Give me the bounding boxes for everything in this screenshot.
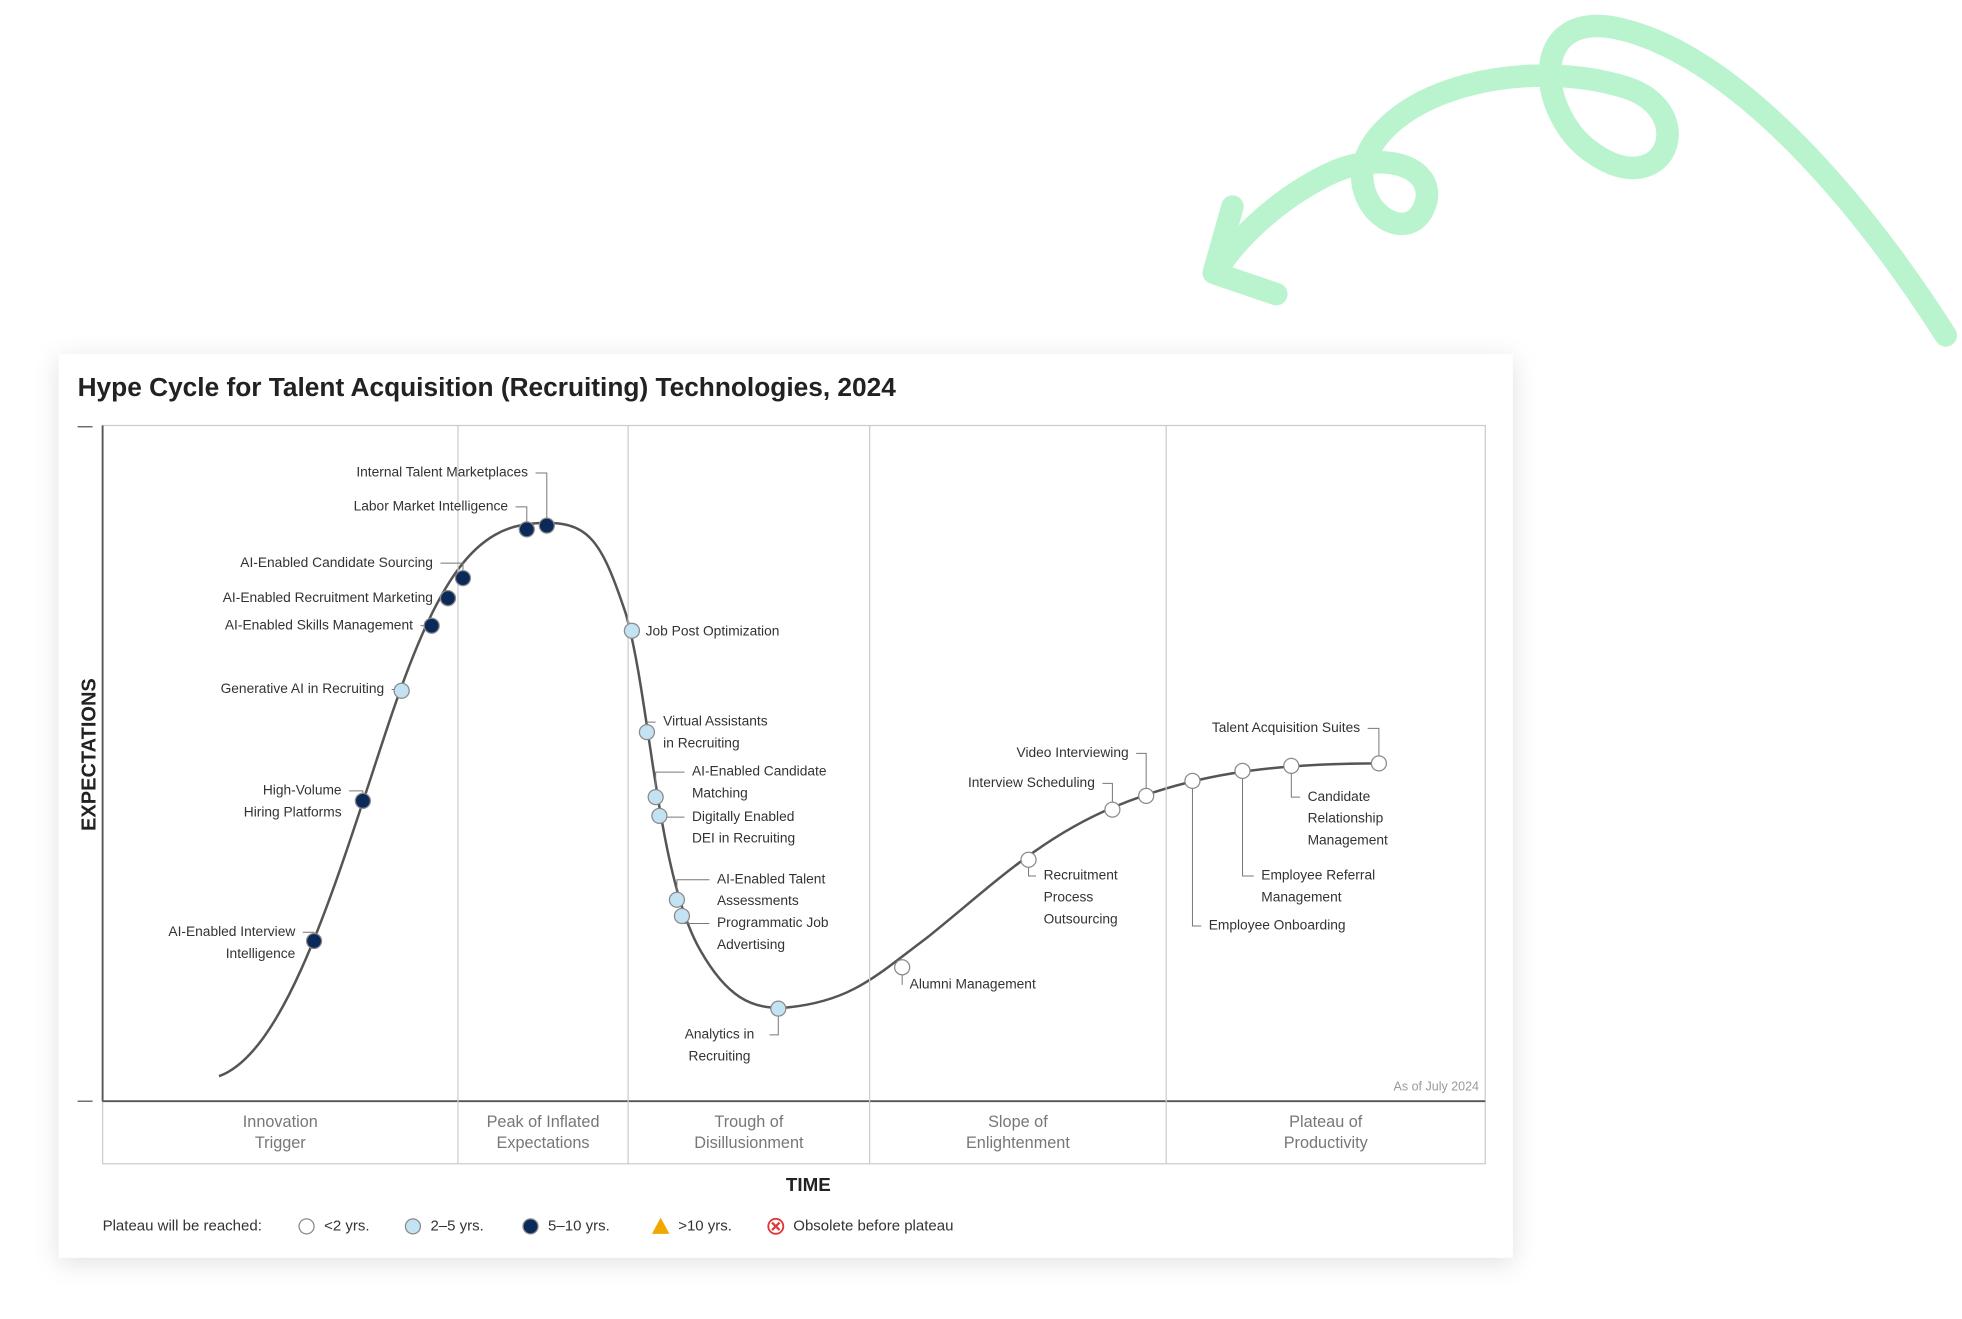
as-of-note: As of July 2024: [1394, 1080, 1480, 1094]
technology-marker: [454, 570, 472, 587]
leader-line: [769, 1008, 779, 1036]
technology-label: Alumni Management: [910, 976, 1036, 991]
technology-label: Process: [1044, 890, 1094, 905]
technology-label: Management: [1261, 890, 1341, 905]
technology-label: Internal Talent Marketplaces: [356, 465, 528, 480]
phase-label: Enlightenment: [966, 1134, 1070, 1152]
technology-marker: [673, 907, 691, 925]
technology-marker: [305, 932, 323, 950]
decorative-swoosh: [1208, 14, 1957, 347]
legend-label: >10 yrs.: [678, 1217, 732, 1234]
legend-marker: [651, 1217, 670, 1234]
chart-card: [58, 354, 1513, 1258]
technology-marker: [1234, 762, 1251, 779]
technology-label: in Recruiting: [663, 736, 739, 751]
phase-label: Expectations: [497, 1134, 590, 1152]
leader-line: [1191, 780, 1202, 927]
technology-marker: [647, 789, 664, 806]
phase-label: Disillusionment: [694, 1134, 804, 1152]
technology-label: Generative AI in Recruiting: [221, 681, 385, 696]
legend-label: 5–10 yrs.: [548, 1217, 610, 1234]
technology-label: Matching: [692, 786, 748, 801]
technology-label: Recruitment: [1044, 868, 1118, 883]
chart-title: Hype Cycle for Talent Acquisition (Recru…: [78, 372, 897, 402]
technology-label: DEI in Recruiting: [692, 831, 795, 846]
phase-label: Slope of: [988, 1113, 1048, 1131]
leader-line: [1136, 752, 1147, 796]
technology-label: Advertising: [717, 937, 785, 952]
technology-label: Management: [1308, 833, 1388, 848]
technology-label: High-Volume: [263, 783, 342, 798]
technology-marker: [439, 590, 457, 607]
technology-label: Programmatic Job: [717, 915, 829, 930]
technology-marker: [651, 807, 668, 825]
technology-label: AI-Enabled Interview: [168, 924, 295, 939]
technology-marker: [423, 617, 440, 634]
technology-marker: [638, 723, 656, 741]
legend-marker: [771, 1221, 781, 1231]
technology-label: Recruiting: [689, 1048, 751, 1063]
phase-label: Peak of Inflated: [487, 1113, 600, 1131]
leader-line: [535, 472, 548, 526]
technology-label: Talent Acquisition Suites: [1212, 720, 1360, 735]
leader-line: [655, 771, 685, 798]
technology-label: Employee Onboarding: [1209, 918, 1346, 933]
technology-marker: [668, 891, 686, 908]
technology-label: AI-Enabled Candidate: [692, 764, 827, 779]
technology-label: Candidate: [1308, 789, 1371, 804]
legend-label: Obsolete before plateau: [793, 1217, 953, 1234]
technology-marker: [623, 622, 641, 639]
legend-marker: [522, 1218, 539, 1235]
phase-label: Innovation: [243, 1113, 318, 1131]
technology-marker: [518, 521, 535, 538]
technology-label: Job Post Optimization: [646, 624, 780, 639]
decorative-arrowhead: [1202, 195, 1288, 306]
phase-label: Trough of: [714, 1113, 783, 1131]
technology-marker: [894, 959, 911, 976]
legend-title: Plateau will be reached:: [103, 1217, 262, 1234]
phase-label: Trigger: [255, 1134, 306, 1152]
legend-label: 2–5 yrs.: [430, 1217, 483, 1234]
technology-label: Virtual Assistants: [663, 714, 768, 729]
legend-marker: [404, 1218, 422, 1235]
technology-label: Relationship: [1308, 811, 1384, 826]
leader-line: [1242, 770, 1254, 877]
technology-marker: [770, 1000, 787, 1017]
technology-label: Labor Market Intelligence: [354, 498, 509, 513]
technology-marker: [354, 792, 372, 810]
technology-label: Video Interviewing: [1017, 745, 1129, 760]
technology-marker: [1104, 801, 1121, 818]
technology-marker: [1138, 787, 1155, 805]
phase-label: Productivity: [1284, 1134, 1369, 1152]
technology-label: Intelligence: [226, 946, 296, 961]
legend-marker: [298, 1218, 315, 1235]
phase-label: Plateau of: [1289, 1113, 1363, 1131]
legend-label: <2 yrs.: [324, 1217, 369, 1234]
leader-line: [1290, 765, 1301, 798]
x-axis-label: TIME: [786, 1174, 831, 1195]
technology-marker: [538, 517, 555, 534]
leader-line: [1102, 782, 1113, 810]
technology-label: Outsourcing: [1044, 911, 1118, 926]
technology-label: Interview Scheduling: [968, 775, 1095, 790]
technology-marker: [1184, 772, 1201, 790]
technology-label: AI-Enabled Talent: [717, 871, 825, 886]
technology-marker: [393, 682, 410, 699]
technology-marker: [1020, 851, 1037, 868]
technology-label: Digitally Enabled: [692, 809, 794, 824]
leader-line: [1367, 727, 1380, 764]
hype-curve: [218, 521, 1379, 1078]
technology-label: AI-Enabled Recruitment Marketing: [223, 590, 433, 605]
technology-label: Employee Referral: [1261, 868, 1375, 883]
technology-label: Assessments: [717, 893, 799, 908]
technology-marker: [1370, 755, 1388, 772]
technology-label: Hiring Platforms: [244, 804, 342, 819]
y-axis-label: EXPECTATIONS: [78, 678, 100, 831]
technology-label: AI-Enabled Skills Management: [225, 617, 413, 632]
technology-label: Analytics in: [685, 1027, 755, 1042]
technology-label: AI-Enabled Candidate Sourcing: [240, 555, 433, 570]
technology-marker: [1283, 757, 1300, 774]
